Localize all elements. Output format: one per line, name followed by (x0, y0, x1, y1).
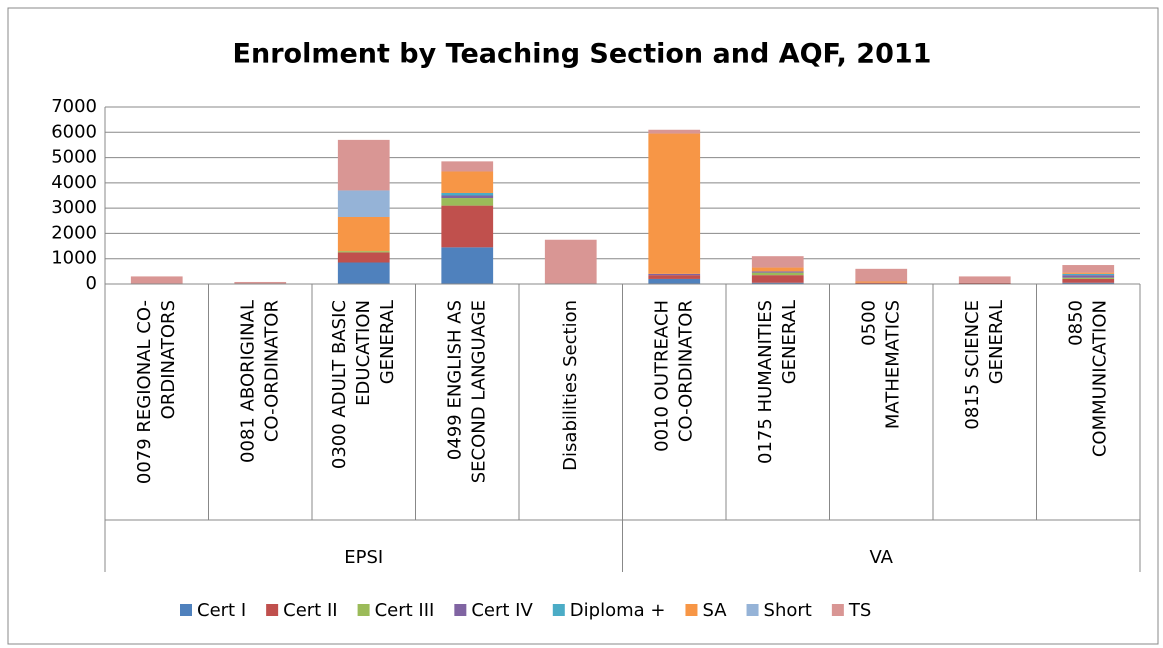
legend-label: Diploma + (570, 600, 666, 621)
y-tick-label: 3000 (51, 197, 97, 218)
legend-swatch (266, 604, 279, 616)
x-tick-label: MATHEMATICS (882, 300, 903, 429)
bar-segment (441, 192, 494, 196)
y-tick-label: 1000 (51, 248, 97, 269)
group-label: VA (870, 547, 894, 568)
bar-segment (648, 129, 701, 134)
x-tick-label: CO-ORDINATOR (261, 300, 282, 442)
legend-label: Cert II (283, 600, 337, 621)
x-tick-label: 0499 ENGLISH AS (444, 300, 465, 460)
bar-segment (337, 252, 390, 263)
bar-segment (751, 272, 804, 276)
bar-segment (337, 190, 390, 217)
bar-segment (855, 282, 908, 284)
legend-label: Cert IV (471, 600, 533, 621)
x-tick-label: 0850 (1065, 300, 1086, 346)
legend-label: Cert III (375, 600, 435, 621)
x-tick-label: 0500 (858, 300, 879, 346)
bar-segment (648, 275, 701, 279)
bar-segment (441, 247, 494, 284)
x-tick-label: GENERAL (377, 300, 398, 384)
x-tick-label: GENERAL (779, 300, 800, 384)
bar-segment (441, 171, 494, 193)
bar-segment (751, 271, 804, 273)
legend-swatch (180, 604, 192, 616)
bar-segment (337, 139, 390, 191)
bar-segment (751, 267, 804, 272)
x-tick-label: ORDINATORS (158, 300, 179, 419)
bar-segment (648, 133, 701, 274)
bar-segment (751, 256, 804, 268)
bar-segment (958, 276, 1011, 283)
legend-label: TS (848, 600, 871, 621)
bar-segment (130, 276, 183, 284)
x-tick-label: 0081 ABORIGINAL (237, 300, 258, 463)
x-tick-label: COMMUNICATION (1089, 300, 1110, 457)
y-tick-label: 7000 (51, 96, 97, 117)
x-tick-label: 0815 SCIENCE (962, 300, 983, 430)
bar-segment (1062, 277, 1115, 279)
bar-segment (855, 268, 908, 282)
x-tick-label: EDUCATION (353, 300, 374, 406)
y-tick-label: 6000 (51, 121, 97, 142)
bar-segment (1062, 273, 1115, 276)
bar-segment (648, 278, 701, 284)
legend-swatch (552, 604, 565, 616)
x-tick-label: Disabilities Section (560, 300, 581, 471)
legend-swatch (357, 604, 370, 616)
y-tick-label: 4000 (51, 172, 97, 193)
bar-segment (441, 198, 494, 206)
bar-segment (1062, 278, 1115, 283)
bar-segment (1062, 272, 1115, 274)
bar-segment (337, 216, 390, 252)
legend-swatch (685, 604, 698, 616)
bar-segment (441, 195, 494, 199)
bar-segment (441, 205, 494, 248)
bar-segment (1062, 282, 1115, 284)
bar-segment (234, 281, 287, 284)
legend-swatch (746, 604, 759, 616)
legend-swatch (831, 604, 844, 616)
legend-label: Short (764, 600, 812, 621)
x-tick-label: SECOND LANGUAGE (468, 300, 489, 483)
x-tick-label: 0175 HUMANITIES (755, 300, 776, 464)
x-tick-label: 0079 REGIONAL CO- (134, 300, 155, 484)
x-tick-label: CO-ORDINATOR (675, 300, 696, 442)
x-tick-label: 0300 ADULT BASIC (329, 300, 350, 469)
group-label: EPSI (344, 547, 383, 568)
legend-label: SA (702, 600, 727, 621)
bar-segment (648, 273, 701, 276)
bar-segment (337, 262, 390, 284)
bar-segment (855, 281, 908, 283)
bar-segment (337, 251, 390, 253)
x-tick-label: 0010 OUTREACH (651, 300, 672, 452)
bar-segment (544, 239, 597, 284)
bar-segment (751, 275, 804, 283)
y-tick-label: 0 (86, 273, 97, 294)
legend-swatch (454, 604, 467, 616)
y-tick-label: 5000 (51, 147, 97, 168)
bar-segment (441, 161, 494, 172)
chart-border (7, 7, 1159, 645)
bar-segment (958, 282, 1011, 284)
y-tick-label: 2000 (51, 222, 97, 243)
chart-title: Enrolment by Teaching Section and AQF, 2… (233, 39, 932, 70)
x-tick-label: GENERAL (986, 300, 1007, 384)
bar-segment (1062, 275, 1115, 278)
bar-segment (751, 282, 804, 284)
legend-label: Cert I (197, 600, 246, 621)
bar-segment (1062, 265, 1115, 273)
